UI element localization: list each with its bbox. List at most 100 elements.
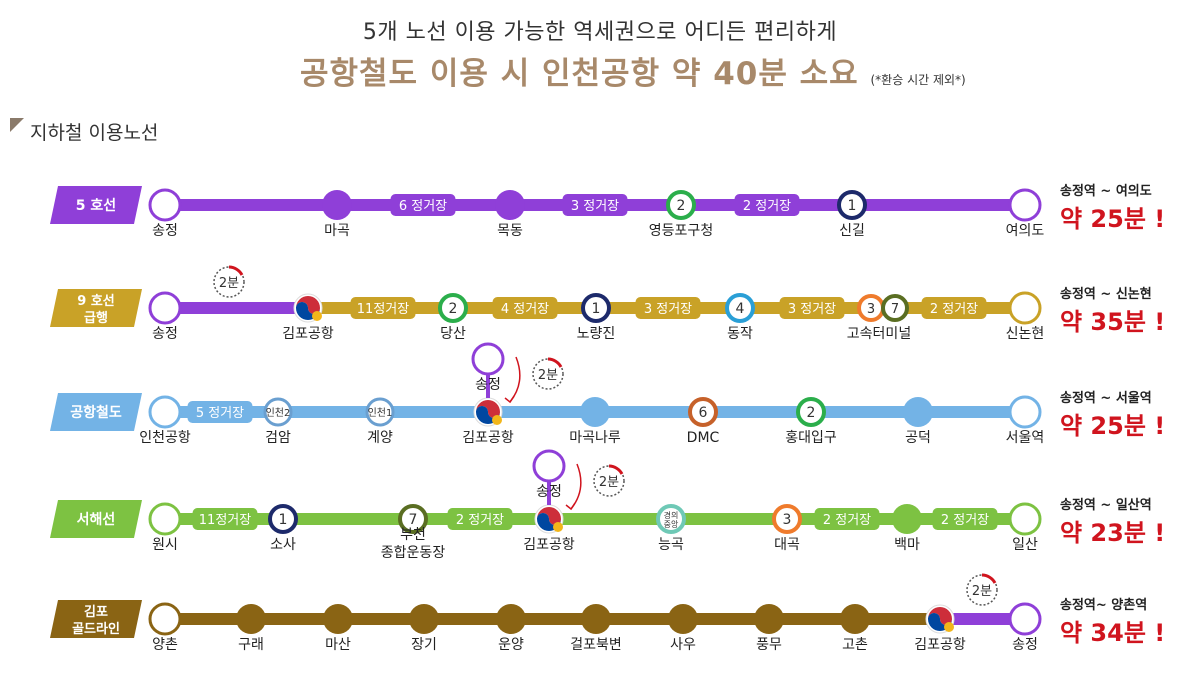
station-name: 풍무 <box>756 637 782 653</box>
travel-time: 약 34분 ! <box>1060 619 1165 647</box>
transfer-time-ring <box>593 465 625 497</box>
station: 걸포북변 <box>570 604 622 653</box>
station: 1 노량진 <box>577 293 615 342</box>
station-name: 마곡 <box>324 223 350 239</box>
transfer-time-icon: 2분 <box>966 573 998 606</box>
station-name: 고속터미널 <box>847 326 911 342</box>
line-name-badge <box>50 500 142 538</box>
line-track <box>165 513 1025 525</box>
station-name: 장기 <box>411 637 437 653</box>
station: 목동 <box>495 190 525 239</box>
line-name-label: 급행 <box>84 310 108 326</box>
station: 2 당산 <box>438 293 468 342</box>
line-badge-number: 3 <box>867 302 875 317</box>
route-label: 송정역~ 양촌역 <box>1060 597 1147 613</box>
line-3-badge-icon <box>772 504 802 534</box>
line-badge-number: 2 <box>449 301 458 317</box>
line-name-label: 공항철도 <box>70 404 122 421</box>
station: 공덕 <box>903 397 933 446</box>
segment-pill <box>492 297 558 319</box>
line-1-badge-icon <box>268 504 298 534</box>
transfer-origin-icon <box>471 342 505 376</box>
station-name: DMC <box>687 430 720 446</box>
line-1-badge-icon <box>837 190 867 220</box>
line-badge-number: 7 <box>891 302 899 317</box>
station-name: 구래 <box>238 637 264 653</box>
station: 마곡나루 <box>569 397 621 446</box>
taegeuk-icon <box>925 604 955 634</box>
transfer-arrow-icon <box>570 463 582 510</box>
endpoint-circle-icon <box>148 291 182 325</box>
transfer-time-arc <box>547 357 563 368</box>
line-1-badge-icon <box>581 293 611 323</box>
station: 송정 <box>1008 602 1042 653</box>
transfer-indicator: 송정 2분 <box>471 342 564 404</box>
station-name: 김포공항 <box>523 537 575 553</box>
transfer-time-arc <box>228 265 244 276</box>
line-name-label: 5 호선 <box>76 198 116 214</box>
line-name-badge <box>50 393 142 431</box>
station-name: 공덕 <box>905 430 931 446</box>
station-name: 검암 <box>265 430 291 446</box>
segment-pill <box>390 194 456 216</box>
station-dot-icon <box>581 604 611 634</box>
station: 풍무 <box>754 604 784 653</box>
line-badge-number: 경의 <box>664 510 679 520</box>
transfer-time-arc <box>981 573 997 584</box>
station-name: 김포공항 <box>282 326 334 342</box>
line-2-badge-icon <box>796 397 826 427</box>
station-name: 동작 <box>727 326 753 342</box>
transfer-time-icon: 2분 <box>532 357 564 390</box>
station-name: 영등포구청 <box>649 223 713 239</box>
station-dot-icon <box>236 604 266 634</box>
transfer-time-ring <box>532 358 564 390</box>
station: 서울역 <box>1006 395 1045 446</box>
station-dot-icon <box>496 604 526 634</box>
taegeuk-red <box>476 400 500 418</box>
station: 장기 <box>409 604 439 653</box>
segment-pill <box>921 297 987 319</box>
station: 사우 <box>668 604 698 653</box>
endpoint-circle-icon <box>148 395 182 429</box>
station-dot-icon <box>322 190 352 220</box>
segment-pill <box>932 508 998 530</box>
header-subheadline-text: 공항철도 이용 시 인천공항 약 40분 소요 <box>300 56 859 92</box>
station: 인천1 계양 <box>365 397 395 446</box>
line-name-badge <box>50 600 142 638</box>
route-label: 송정역 ~ 여의도 <box>1060 183 1152 199</box>
endpoint-circle-icon <box>148 188 182 222</box>
line-2-badge-icon <box>666 190 696 220</box>
segment-pill <box>562 194 628 216</box>
travel-time: 약 25분 ! <box>1060 205 1165 233</box>
station-name: 능곡 <box>658 537 684 553</box>
station: 2 영등포구청 <box>649 190 713 239</box>
transfer-time-label: 2분 <box>599 475 619 490</box>
station: 마산 <box>323 604 353 653</box>
station: 일산 <box>1008 502 1042 553</box>
taegeuk-yellow <box>312 311 322 321</box>
station-name: 양촌 <box>152 637 178 653</box>
taegeuk-yellow <box>492 415 502 425</box>
station-dot-icon <box>754 604 784 634</box>
segment-pill <box>350 297 416 319</box>
station-name: 고촌 <box>842 637 868 653</box>
station-name: 서울역 <box>1006 430 1045 446</box>
station-name: 신논현 <box>1006 326 1045 342</box>
station-name: 마곡나루 <box>569 430 621 446</box>
station: 김포공항 <box>914 604 966 653</box>
transfer-origin-name: 송정 <box>475 377 501 393</box>
station: 1 소사 <box>268 504 298 553</box>
line-7-badge-icon <box>398 504 428 534</box>
station-name: 김포공항 <box>914 637 966 653</box>
transfer-time-arc <box>608 464 624 475</box>
station-name: 인천공항 <box>139 430 191 446</box>
segment-pill <box>779 297 845 319</box>
line-badge-number: 2 <box>677 198 686 214</box>
